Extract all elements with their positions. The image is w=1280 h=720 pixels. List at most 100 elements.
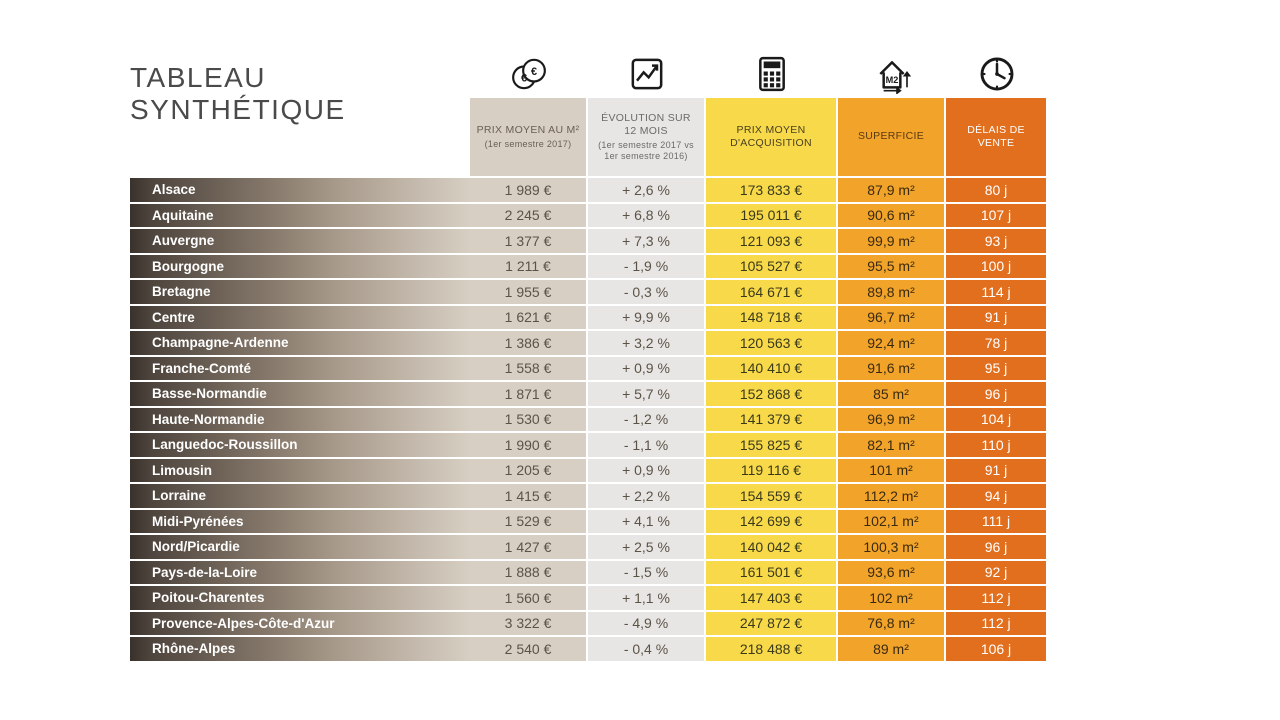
page-title: TABLEAU SYNTHÉTIQUE [130,62,346,126]
region-label: Nord/Picardie [130,533,470,559]
table-cell: 91,6 m² [838,355,946,381]
table-cell: + 7,3 % [588,227,706,253]
table-cell: 96 j [946,380,1048,406]
table-cell: 195 011 € [706,202,838,228]
table-cell: 89 m² [838,635,946,661]
table-cell: 1 990 € [470,431,588,457]
header-text: PRIX MOYEN D'ACQUISITION [712,124,830,150]
table-cell: 106 j [946,635,1048,661]
table-cell: 93,6 m² [838,559,946,585]
table-cell: 161 501 € [706,559,838,585]
table-cell: 102,1 m² [838,508,946,534]
region-label: Provence-Alpes-Côte-d'Azur [130,610,470,636]
table-cell: - 1,2 % [588,406,706,432]
region-label: Bretagne [130,278,470,304]
table-cell: - 4,9 % [588,610,706,636]
table-cell: 92 j [946,559,1048,585]
table-cell: 114 j [946,278,1048,304]
table-cell: + 0,9 % [588,457,706,483]
table-cell: + 1,1 % [588,584,706,610]
table-cell: 1 871 € [470,380,588,406]
table-cell: 1 205 € [470,457,588,483]
table-cell: 120 563 € [706,329,838,355]
region-label: Bourgogne [130,253,470,279]
table-cell: 78 j [946,329,1048,355]
table-cell: 1 211 € [470,253,588,279]
table-cell: 1 529 € [470,508,588,534]
table-cell: 1 415 € [470,482,588,508]
table-cell: 1 386 € [470,329,588,355]
table-cell: 247 872 € [706,610,838,636]
summary-table: PRIX MOYEN AU M² (1er semestre 2017) ÉVOLU… [130,50,1190,661]
header-subtext: (1er semestre 2017) [485,139,572,150]
title-line-2: SYNTHÉTIQUE [130,94,346,125]
table-cell: 155 825 € [706,431,838,457]
table-cell: 95,5 m² [838,253,946,279]
region-label: Auvergne [130,227,470,253]
region-label: Limousin [130,457,470,483]
table-cell: 164 671 € [706,278,838,304]
table-cell: 1 955 € [470,278,588,304]
table-cell: 89,8 m² [838,278,946,304]
table-cell: 112 j [946,610,1048,636]
table-cell: 140 410 € [706,355,838,381]
trend-icon [588,50,706,98]
table-cell: + 5,7 % [588,380,706,406]
table-cell: 93 j [946,227,1048,253]
table-cell: 121 093 € [706,227,838,253]
table-cell: + 4,1 % [588,508,706,534]
table-cell: 2 540 € [470,635,588,661]
table-cell: + 0,9 % [588,355,706,381]
house-m2-icon [838,50,946,98]
table-cell: 1 621 € [470,304,588,330]
table-cell: 1 377 € [470,227,588,253]
header-subtext: (1er semestre 2017 vs 1er semestre 2016) [594,140,698,163]
title-line-1: TABLEAU [130,62,266,93]
column-header: SUPERFICIE [838,98,946,176]
column-header: ÉVOLUTION SUR 12 MOIS(1er semestre 2017 … [588,98,706,176]
table-cell: 148 718 € [706,304,838,330]
table-cell: 107 j [946,202,1048,228]
region-label: Centre [130,304,470,330]
region-label: Rhône-Alpes [130,635,470,661]
table-cell: 90,6 m² [838,202,946,228]
table-cell: 87,9 m² [838,176,946,202]
table-cell: + 3,2 % [588,329,706,355]
region-label: Pays-de-la-Loire [130,559,470,585]
region-label: Languedoc-Roussillon [130,431,470,457]
table-cell: + 2,6 % [588,176,706,202]
region-label: Lorraine [130,482,470,508]
table-cell: 110 j [946,431,1048,457]
table-cell: 105 527 € [706,253,838,279]
column-header: DÉLAIS DE VENTE [946,98,1048,176]
table-cell: + 2,2 % [588,482,706,508]
table-cell: 112 j [946,584,1048,610]
table-cell: 94 j [946,482,1048,508]
table-cell: + 6,8 % [588,202,706,228]
table-cell: 141 379 € [706,406,838,432]
header-text: PRIX MOYEN AU M² [477,124,580,137]
table-cell: 140 042 € [706,533,838,559]
coins-icon [470,50,588,98]
table-cell: 82,1 m² [838,431,946,457]
table-cell: 112,2 m² [838,482,946,508]
table-cell: - 1,5 % [588,559,706,585]
table-cell: 173 833 € [706,176,838,202]
table-cell: 91 j [946,457,1048,483]
table-cell: + 2,5 % [588,533,706,559]
table-cell: + 9,9 % [588,304,706,330]
table-cell: 3 322 € [470,610,588,636]
table-cell: - 0,4 % [588,635,706,661]
table-cell: 91 j [946,304,1048,330]
table-cell: 102 m² [838,584,946,610]
region-label: Haute-Normandie [130,406,470,432]
table-cell: 1 558 € [470,355,588,381]
table-cell: 99,9 m² [838,227,946,253]
table-cell: 76,8 m² [838,610,946,636]
table-cell: 96,7 m² [838,304,946,330]
table-cell: 154 559 € [706,482,838,508]
region-label: Midi-Pyrénées [130,508,470,534]
table-cell: 1 989 € [470,176,588,202]
table-cell: 218 488 € [706,635,838,661]
table-cell: 92,4 m² [838,329,946,355]
